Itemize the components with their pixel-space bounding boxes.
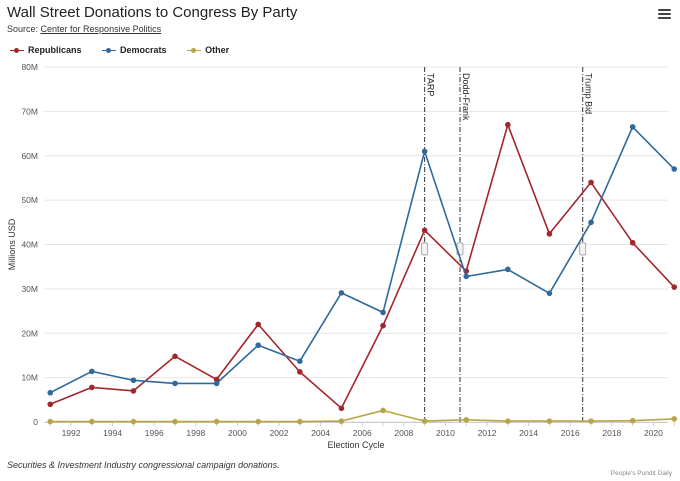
series-line-republicans xyxy=(49,123,675,410)
data-point-other xyxy=(588,418,594,424)
data-point-democrats xyxy=(338,290,345,296)
y-tick-label: 50M xyxy=(21,195,38,205)
legend-label-other: Other xyxy=(205,45,230,55)
data-point-other xyxy=(421,418,428,424)
data-point-other xyxy=(671,416,678,422)
data-point-democrats xyxy=(89,368,95,375)
x-tick-label: 1992 xyxy=(62,428,81,438)
data-point-republicans xyxy=(546,231,553,237)
annotation-handle xyxy=(579,242,587,256)
data-point-democrats xyxy=(421,148,428,155)
data-point-democrats xyxy=(588,219,594,226)
y-axis-title: Millions USD xyxy=(7,218,17,270)
annotation-label: Trump Bid xyxy=(584,73,594,114)
x-tick-label: 2002 xyxy=(270,428,289,438)
data-point-democrats xyxy=(671,166,678,172)
data-point-democrats xyxy=(629,124,636,130)
data-point-republicans xyxy=(380,322,386,329)
x-tick-label: 2010 xyxy=(436,428,455,438)
x-tick-label: 2012 xyxy=(478,428,497,438)
x-tick-label: 2014 xyxy=(519,428,538,438)
x-tick-label: 1994 xyxy=(103,428,122,438)
legend-label-democrats: Democrats xyxy=(120,45,167,55)
data-point-democrats xyxy=(380,309,386,316)
x-tick-label: 2006 xyxy=(353,428,372,438)
x-tick-label: 2020 xyxy=(644,428,663,438)
chart-caption: Securities & Investment Industry congres… xyxy=(7,460,280,470)
legend-item-democrats[interactable]: Democrats xyxy=(102,45,167,55)
data-point-republicans xyxy=(47,401,54,408)
data-point-other xyxy=(546,418,553,424)
legend-swatch-republicans xyxy=(10,46,24,54)
data-point-republicans xyxy=(588,179,594,186)
series-line-democrats xyxy=(49,126,675,394)
y-tick-label: 30M xyxy=(21,284,38,294)
data-point-democrats xyxy=(47,389,54,396)
y-tick-label: 80M xyxy=(21,62,38,72)
y-tick-label: 10M xyxy=(21,373,38,383)
data-point-democrats xyxy=(463,273,470,280)
data-point-other xyxy=(463,416,470,423)
y-tick-label: 70M xyxy=(21,106,38,116)
series-line-other xyxy=(50,409,675,423)
data-point-other xyxy=(380,407,386,414)
x-tick-label: 2008 xyxy=(394,428,413,438)
data-point-republicans xyxy=(213,376,220,383)
data-point-other xyxy=(47,418,54,425)
y-tick-label: 60M xyxy=(21,151,38,161)
legend-swatch-other xyxy=(187,46,202,54)
annotation-handle xyxy=(421,242,429,256)
data-point-other xyxy=(89,418,95,425)
data-point-democrats xyxy=(130,377,137,384)
legend-item-republicans[interactable]: Republicans xyxy=(10,45,82,55)
legend-swatch-democrats xyxy=(102,46,117,54)
data-point-other xyxy=(629,417,636,424)
legend: Republicans Democrats Other xyxy=(10,45,247,56)
x-axis-title: Election Cycle xyxy=(327,440,384,450)
legend-label-republicans: Republicans xyxy=(28,45,82,55)
data-point-republicans xyxy=(671,284,678,290)
legend-item-other[interactable]: Other xyxy=(187,45,229,55)
data-point-republicans xyxy=(172,353,178,360)
data-point-republicans xyxy=(130,388,137,394)
data-point-republicans xyxy=(89,384,95,391)
x-tick-label: 2000 xyxy=(228,428,247,438)
chart-title: Wall Street Donations to Congress By Par… xyxy=(7,4,298,21)
data-point-other xyxy=(338,418,345,424)
y-tick-label: 20M xyxy=(21,328,38,338)
data-point-other xyxy=(130,418,137,425)
data-point-democrats xyxy=(297,358,303,365)
y-tick-label: 0 xyxy=(33,417,38,427)
data-point-democrats xyxy=(172,380,178,387)
x-tick-label: 2016 xyxy=(561,428,580,438)
annotation-label: Dodd-Frank xyxy=(461,73,471,121)
data-point-other xyxy=(172,418,178,425)
data-point-other xyxy=(255,418,262,425)
data-point-other xyxy=(505,418,511,424)
source-prefix: Source: xyxy=(7,24,41,34)
annotation-label: TARP xyxy=(426,73,436,96)
source-line: Source: Center for Responsive Politics xyxy=(7,24,161,34)
chart-credit: People's Pundit Daily xyxy=(610,470,672,477)
data-point-republicans xyxy=(297,369,303,375)
data-point-republicans xyxy=(255,321,262,328)
x-tick-label: 2004 xyxy=(311,428,330,438)
y-tick-label: 40M xyxy=(21,240,38,250)
data-point-democrats xyxy=(255,342,262,349)
x-tick-label: 1996 xyxy=(145,428,164,438)
data-point-democrats xyxy=(546,290,553,297)
data-point-republicans xyxy=(505,121,511,128)
data-point-republicans xyxy=(338,405,345,412)
data-point-other xyxy=(297,418,303,425)
x-tick-label: 2018 xyxy=(602,428,621,438)
source-link[interactable]: Center for Responsive Politics xyxy=(40,24,162,34)
hamburger-menu-icon[interactable] xyxy=(658,9,671,20)
x-tick-label: 1998 xyxy=(186,428,205,438)
data-point-republicans xyxy=(421,227,428,234)
data-point-democrats xyxy=(505,266,511,273)
data-point-democrats xyxy=(213,380,220,387)
data-point-other xyxy=(213,418,220,425)
data-point-republicans xyxy=(629,239,636,246)
